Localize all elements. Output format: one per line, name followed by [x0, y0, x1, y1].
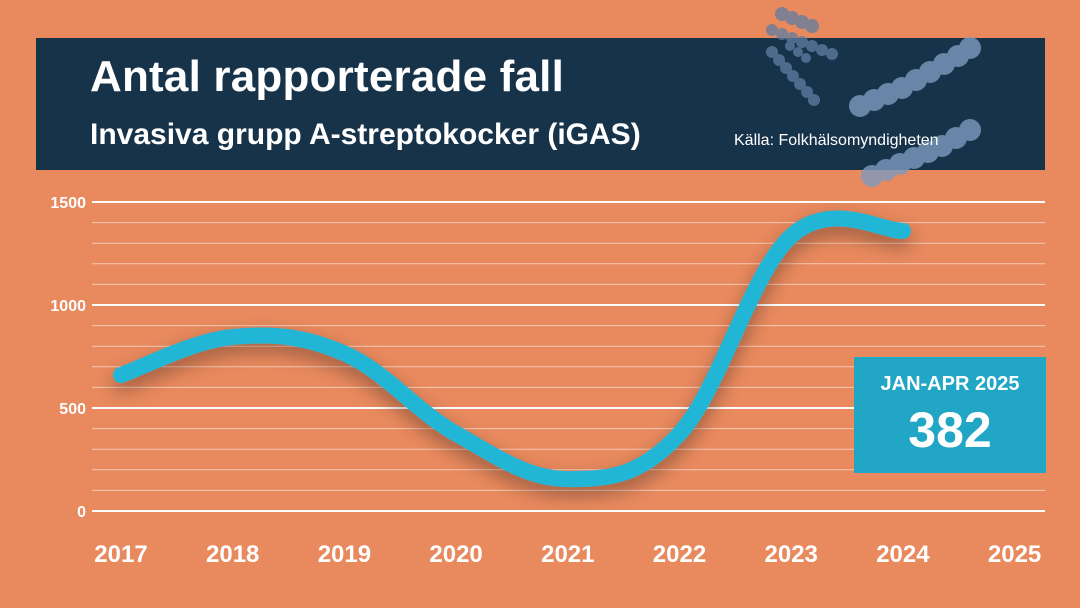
data-point [567, 478, 569, 480]
y-axis-ticks: 0 500 1000 1500 [50, 195, 86, 521]
callout-label: JAN-APR 2025 [880, 373, 1020, 395]
source-label: Källa: Folkhälsomyndigheten [734, 132, 939, 149]
series-layer [113, 210, 911, 488]
streptococcus-illustration [766, 7, 981, 187]
x-tick-label: 2023 [765, 541, 818, 568]
x-tick-label: 2017 [94, 541, 147, 568]
data-point [232, 336, 234, 338]
chart-title: Antal rapporterade fall [90, 52, 565, 101]
data-point [679, 433, 680, 435]
series-line [113, 210, 911, 488]
x-tick-label: 2024 [876, 541, 930, 568]
x-tick-label: 2019 [318, 541, 371, 568]
data-point [902, 230, 904, 232]
y-tick-label: 1500 [50, 195, 86, 212]
x-tick-label: 2022 [653, 541, 706, 568]
y-tick-label: 500 [59, 401, 86, 418]
data-point [343, 352, 345, 354]
x-tick-label: 2018 [206, 541, 259, 568]
header-banner: Antal rapporterade fall Invasiva grupp A… [36, 7, 1045, 187]
x-tick-label: 2025 [988, 541, 1041, 568]
callout-box: JAN-APR 2025 382 [854, 357, 1046, 473]
x-tick-label: 2020 [429, 541, 482, 568]
x-axis-ticks: 2017 2018 2019 2020 2021 2022 2023 2024 2025 [94, 541, 1041, 568]
y-tick-label: 0 [77, 504, 86, 521]
data-point [455, 433, 457, 435]
callout-value: 382 [908, 402, 992, 458]
x-tick-label: 2021 [541, 541, 594, 568]
data-point [120, 374, 122, 376]
y-tick-label: 1000 [50, 298, 86, 315]
chart-subtitle: Invasiva grupp A-streptokocker (iGAS) [90, 118, 641, 151]
data-point [790, 235, 792, 237]
